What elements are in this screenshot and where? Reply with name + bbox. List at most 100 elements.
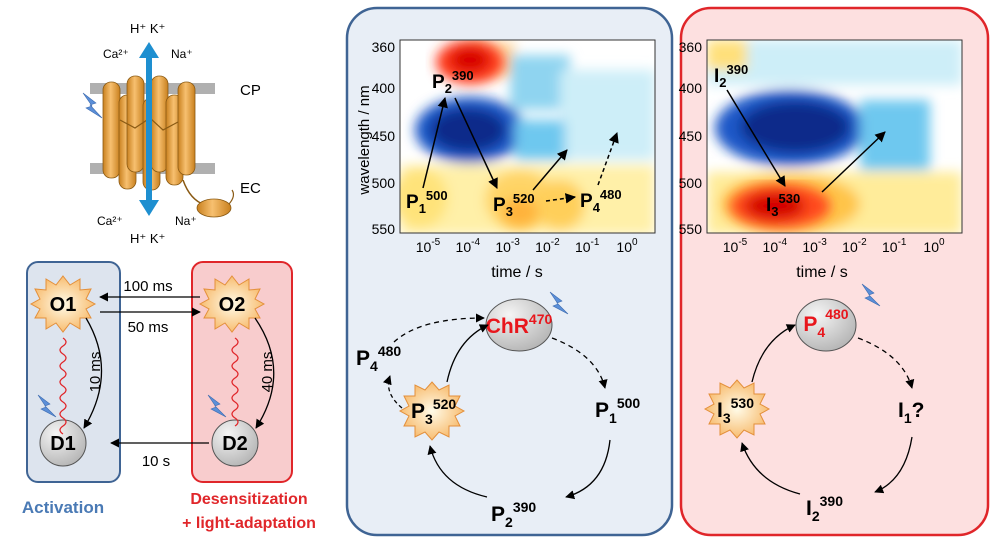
state-o2-label: O2 [219, 294, 246, 316]
right-xtick-1e-3: 10-3 [802, 237, 827, 255]
species-p4-label: P4480 [580, 187, 622, 215]
ions-top-h-k: H⁺ K⁺ [130, 21, 165, 36]
arrow-p1-to-p2-cycle [565, 439, 611, 500]
rate-d2-d1-label: 10 s [142, 453, 170, 470]
p4-ground-state-ball [795, 298, 857, 352]
arrow-i1-to-i2 [874, 436, 913, 494]
ytick-360: 360 [372, 39, 396, 55]
light-adaptation-label: + light-adaptation [182, 515, 316, 532]
ytick-550: 550 [372, 221, 396, 237]
light-flash-icon-d1 [37, 394, 57, 418]
arrow-p1-to-p2 [422, 96, 448, 189]
left-xtick-1e0: 100 [616, 237, 638, 255]
ytick-360-r: 360 [679, 39, 703, 55]
desensitization-label: Desensitization [190, 491, 307, 508]
heatmap-left-xticks: 10-5 10-4 10-3 10-2 10-1 100 [416, 237, 638, 255]
ion-flow-arrow-head-up [139, 42, 159, 58]
rate-o2-o1-label: 50 ms [128, 319, 169, 336]
state-o1: O1 [29, 275, 97, 333]
photocycle-right: P4480 I3530 I1? I2390 [703, 283, 924, 524]
i3-excited-star [703, 379, 771, 439]
heatmap-left-ylabel: wavelength / nm [356, 85, 373, 195]
ion-flow-arrow-head-down [139, 200, 159, 216]
state-d1-label: D1 [50, 433, 76, 455]
rate-o1-o2-label: 100 ms [123, 278, 172, 295]
photo-excitation-d2-o2 [231, 337, 239, 427]
left-xtick-1e-2: 10-2 [535, 237, 560, 255]
species-p3-label: P3520 [493, 191, 535, 219]
species-i3-label: I3530 [766, 191, 800, 219]
left-xtick-1e-3: 10-3 [495, 237, 520, 255]
heatmap-left-frame [399, 39, 656, 234]
heatmap-left: 360 400 450 500 550 wavelength / nm 10-5… [356, 39, 656, 281]
chr470-label: ChR470 [486, 311, 553, 338]
right-xtick-1e-4: 10-4 [763, 237, 788, 255]
channelrhodopsin-membrane-illustration: H⁺ K⁺ Ca²⁺ Na⁺ CP EC Ca²⁺ Na⁺ H⁺ K⁺ [82, 21, 261, 246]
p4-480-red-label: P4480 [803, 306, 848, 340]
species-p2-label: P2390 [432, 68, 474, 96]
ion-ca-bottom: Ca²⁺ [97, 214, 123, 228]
c-terminal-domain [196, 198, 232, 218]
rate-o2-d2-label: 40 ms [259, 352, 276, 393]
rate-o1-d1-label: 10 ms [87, 352, 104, 393]
arrow-o2-to-d2 [254, 317, 275, 429]
ytick-550-r: 550 [679, 221, 703, 237]
ion-na-bottom: Na⁺ [175, 214, 197, 228]
left-xtick-1e-5: 10-5 [416, 237, 441, 255]
cycle-p4-label: P4480 [356, 343, 401, 374]
arrow-i2-to-i3-cycle [740, 442, 801, 495]
cycle-i1-label: I1? [898, 399, 924, 426]
right-xtick-1e-5: 10-5 [723, 237, 748, 255]
photo-excitation-d1-o1 [59, 337, 67, 435]
heatmap-right-frame [706, 39, 963, 234]
right-xtick-1e0: 100 [923, 237, 945, 255]
cycle-p2-label: P2390 [491, 499, 536, 530]
ytick-500: 500 [372, 175, 396, 191]
right-xtick-1e-1: 10-1 [882, 237, 907, 255]
arrow-o1-to-d1 [83, 317, 103, 429]
arrow-p4-to-chr [393, 313, 485, 343]
activation-label: Activation [22, 498, 104, 517]
kinetic-model: O1 O2 D1 D2 100 ms 50 ms 10 ms 40 ms [22, 261, 316, 532]
arrow-p3-to-chr [446, 324, 489, 383]
species-i2-label: I2390 [714, 62, 748, 90]
state-d1: D1 [39, 419, 87, 467]
state-d2: D2 [211, 419, 259, 467]
light-flash-icon-chr [549, 291, 569, 315]
ytick-400-r: 400 [679, 80, 703, 96]
ytick-450-r: 450 [679, 128, 703, 144]
cp-label: CP [240, 82, 261, 99]
heatmap-right-xticks: 10-5 10-4 10-3 10-2 10-1 100 [723, 237, 945, 255]
heatmap-left-yticks: 360 400 450 500 550 [372, 39, 396, 237]
cycle-p1-label: P1500 [595, 395, 640, 426]
ytick-400: 400 [372, 80, 396, 96]
arrow-p3-to-p4-cycle [382, 375, 403, 409]
ytick-500-r: 500 [679, 175, 703, 191]
arrow-p2-to-p3-cycle [427, 445, 488, 498]
right-xtick-1e-2: 10-2 [842, 237, 867, 255]
ion-ca-top: Ca²⁺ [103, 47, 129, 61]
arrow-p3-decay [532, 149, 568, 191]
arrow-i3-decay [821, 131, 886, 193]
cycle-p3-label: P3520 [411, 396, 456, 427]
p3-excited-star [398, 381, 466, 441]
arrow-p3-to-p4 [545, 193, 577, 204]
left-xtick-1e-1: 10-1 [575, 237, 600, 255]
species-p1-label: P1500 [406, 188, 448, 216]
photocycle-left: ChR470 P3520 P4480 P1500 P2390 [356, 291, 640, 530]
light-flash-icon-p4 [861, 283, 881, 307]
light-flash-icon [82, 92, 103, 119]
heatmap-right: 360 400 450 500 550 10-5 10-4 10-3 10-2 10-1… [679, 39, 963, 281]
ec-label: EC [240, 180, 261, 197]
cycle-i2-label: I2390 [806, 493, 843, 524]
heatmap-left-xlabel: time / s [491, 264, 543, 281]
arrow-i3-to-p4 [751, 324, 796, 383]
state-o1-label: O1 [50, 294, 77, 316]
arrow-p2-to-p3 [454, 97, 498, 189]
helix-bundle [102, 75, 235, 218]
ions-bottom-h-k: H⁺ K⁺ [130, 231, 165, 246]
light-flash-icon-d2 [207, 394, 227, 418]
heatmap-right-yticks: 360 400 450 500 550 [679, 39, 703, 237]
arrow-i2-to-i3 [726, 89, 786, 187]
